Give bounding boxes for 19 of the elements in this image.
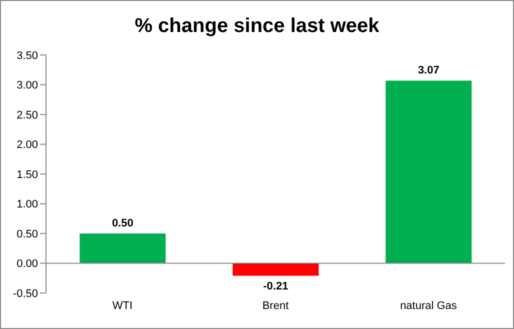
x-tick-label: natural Gas [400, 300, 458, 312]
x-tick-label: WTI [112, 300, 133, 312]
x-tick-label: Brent [262, 300, 289, 312]
bar [80, 234, 166, 264]
data-label: -0.21 [263, 280, 288, 293]
chart-title: % change since last week [134, 14, 380, 39]
y-tick-label: 1.00 [16, 198, 38, 211]
y-tick-label: 0.00 [16, 258, 38, 270]
y-tick-label: 3.00 [16, 80, 38, 92]
y-tick-label: 0.50 [16, 228, 38, 240]
y-tick-label: 3.50 [16, 50, 38, 62]
y-tick-label: 2.00 [16, 139, 38, 152]
y-tick-label: -0.50 [12, 288, 38, 300]
data-label: 0.50 [112, 218, 134, 230]
bar [232, 263, 319, 276]
y-tick-label: 2.50 [16, 109, 38, 122]
y-tick-label: 1.50 [16, 168, 38, 181]
data-label: 3.07 [418, 64, 440, 77]
bar [386, 80, 472, 264]
